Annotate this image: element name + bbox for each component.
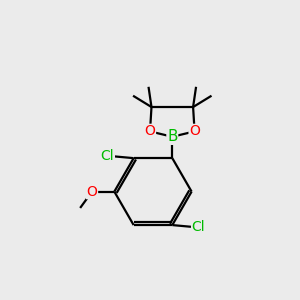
- Text: O: O: [145, 124, 155, 138]
- Text: O: O: [87, 184, 98, 199]
- Text: B: B: [167, 129, 178, 144]
- Text: O: O: [189, 124, 200, 138]
- Text: Cl: Cl: [192, 220, 205, 235]
- Text: Cl: Cl: [101, 149, 114, 163]
